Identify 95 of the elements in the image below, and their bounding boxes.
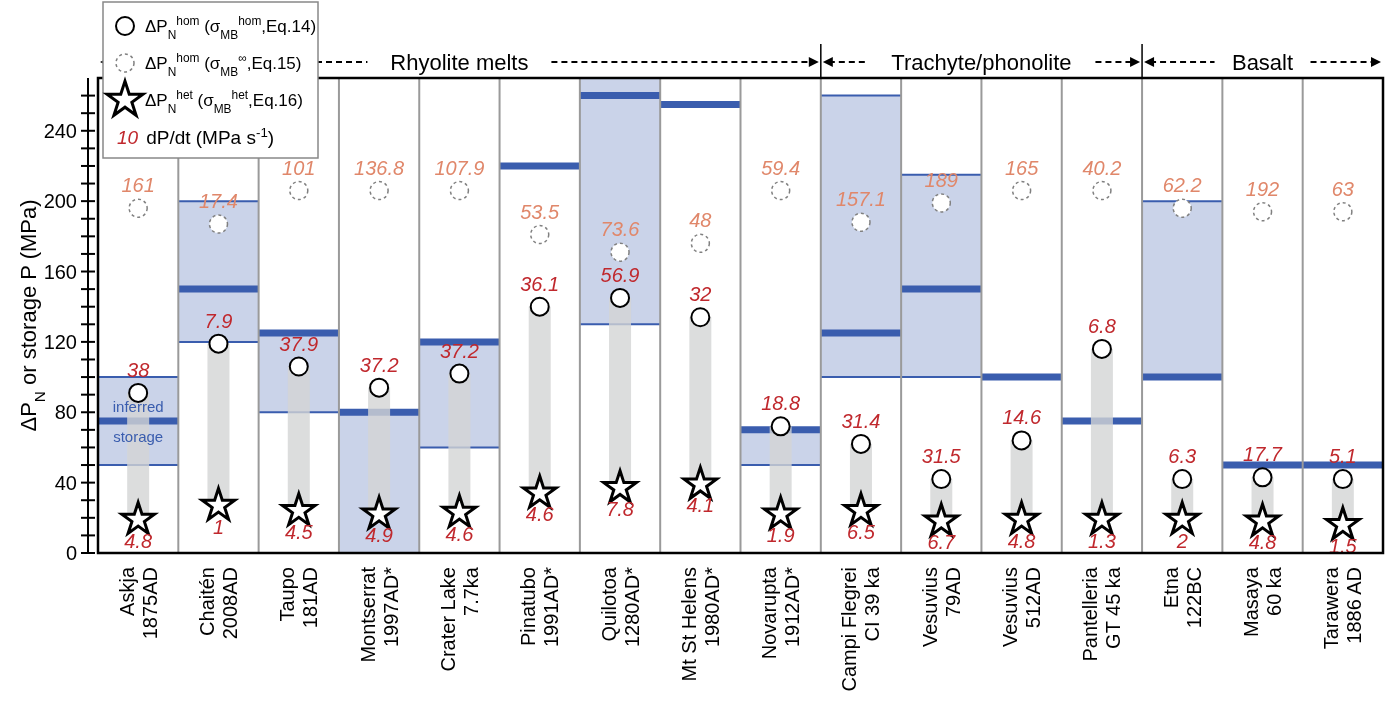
- point: [850, 433, 871, 454]
- annotation: 38: [127, 358, 150, 381]
- annotation: 4.1: [686, 494, 715, 517]
- annotation: 7.8: [606, 497, 634, 520]
- annotation: 10 dP/dt (MPa s$^{-1}$): [117, 124, 275, 148]
- x-tick-label: Taupo 181AD: [276, 567, 322, 629]
- x-tick-label: Etna 122BC: [1159, 566, 1205, 629]
- annotation: 165: [1004, 156, 1040, 179]
- annotation: 136.8: [354, 156, 405, 179]
- text: Trachyte/phonolite: [891, 49, 1072, 75]
- annotation: 37.2: [439, 339, 479, 362]
- x-tick-label: Masaya 60 ka: [1240, 566, 1286, 638]
- x-tick-label: Askja 1875AD: [115, 566, 161, 640]
- point: [931, 469, 952, 490]
- annotation: inferred storage: [112, 398, 164, 446]
- point: [690, 307, 711, 328]
- legend-label: ΔP$_{N}$$^{hom}$ (σ$_{MB}$$^{hom}$,Eq.14): [145, 13, 317, 42]
- x-tick-label: Montserrat 1997AD*: [356, 566, 402, 663]
- point: [1011, 430, 1032, 451]
- point: [851, 212, 871, 233]
- y-tick-label: 0: [65, 542, 77, 564]
- annotation: 1: [212, 515, 225, 538]
- annotation: 4.8: [124, 529, 153, 552]
- point: [1172, 469, 1193, 490]
- x-tick-label: Novarupta 1912AD*: [758, 566, 804, 660]
- x-tick-label: Chaitén 2008AD: [195, 567, 241, 640]
- annotation: 1.9: [766, 524, 795, 547]
- annotation: 31.4: [841, 409, 881, 432]
- annotation: 1.3: [1088, 529, 1116, 552]
- annotation: 107.9: [434, 156, 485, 179]
- annotation: 37.2: [359, 353, 399, 376]
- annotation: 6.7: [927, 531, 957, 554]
- x-tick-label: Pantelleria GT 45 ka: [1079, 566, 1125, 662]
- annotation: 4.5: [284, 520, 314, 543]
- x-tick-label: Vesuvius 79AD: [918, 567, 964, 648]
- legend-label: ΔP$_{N}$$^{hom}$ (σ$_{MB}$$^{∞}$,Eq.15): [145, 50, 302, 79]
- y-tick-label: 80: [54, 401, 77, 424]
- x-tick-label: Mt St Helens 1980AD*: [677, 566, 723, 682]
- point: [1252, 467, 1273, 488]
- annotation: 59.4: [761, 156, 801, 179]
- x-tick-label: Crater Lake 7.7ka: [436, 566, 482, 672]
- annotation: 73.6: [600, 218, 641, 241]
- annotation: 63: [1331, 177, 1354, 200]
- text: Basalt: [1231, 49, 1294, 75]
- annotation: 6.3: [1168, 445, 1197, 468]
- point: [128, 382, 149, 403]
- x-tick-label: Vesuvius 512AD: [999, 567, 1045, 648]
- annotation: 5.1: [1328, 445, 1357, 468]
- x-tick-label: Pinatubo 1991AD*: [517, 566, 563, 648]
- annotation: 4.8: [1248, 531, 1277, 554]
- annotation: 7.9: [204, 309, 233, 332]
- annotation: 161: [121, 174, 155, 197]
- annotation: 4.6: [525, 503, 555, 526]
- annotation: 101: [282, 156, 316, 179]
- annotation: 2: [1175, 529, 1188, 552]
- annotation: 48: [689, 209, 712, 232]
- point: [931, 193, 952, 213]
- y-tick-label: 40: [54, 471, 77, 494]
- annotation: 14.6: [1002, 406, 1042, 429]
- annotation: 4.9: [365, 524, 393, 547]
- annotation: 18.8: [761, 392, 801, 415]
- annotation: 4.6: [445, 522, 475, 545]
- annotation: 192: [1245, 177, 1280, 200]
- point: [1172, 198, 1192, 218]
- annotation: 6.5: [847, 520, 876, 543]
- point: [770, 416, 791, 437]
- annotation: 17.7: [1243, 443, 1283, 466]
- point: [208, 333, 229, 354]
- annotation: 157.1: [835, 188, 886, 211]
- point: [449, 363, 470, 384]
- annotation: 4.8: [1007, 529, 1036, 552]
- y-tick-label: 200: [43, 190, 77, 213]
- annotation: 36.1: [520, 272, 560, 295]
- point: [1332, 469, 1353, 490]
- annotation: 32: [689, 283, 712, 306]
- point: [369, 377, 390, 398]
- point: [1091, 338, 1112, 359]
- annotation: 6.8: [1088, 314, 1116, 337]
- x-tick-label: Tarawera 1886 AD: [1320, 566, 1366, 650]
- annotation: 31.5: [921, 445, 962, 468]
- point: [208, 214, 229, 234]
- text: Rhyolite melts: [390, 49, 529, 75]
- y-tick-label: 160: [43, 260, 77, 283]
- point: [529, 296, 550, 317]
- point: [610, 287, 631, 308]
- annotation: 53.5: [520, 200, 561, 223]
- y-tick-label: 240: [43, 119, 77, 142]
- annotation: 37.9: [279, 332, 319, 355]
- annotation: 62.2: [1162, 174, 1202, 197]
- annotation: 56.9: [600, 263, 640, 286]
- x-tick-label: Quilotoa 1280AD*: [597, 566, 643, 648]
- point: [610, 242, 630, 262]
- x-tick-label: Campi Flegrei CI 39 ka: [838, 566, 884, 692]
- annotation: 40.2: [1082, 156, 1122, 179]
- legend-label: ΔP$_{N}$$^{het}$ (σ$_{MB}$$^{het}$,Eq.16): [145, 87, 303, 116]
